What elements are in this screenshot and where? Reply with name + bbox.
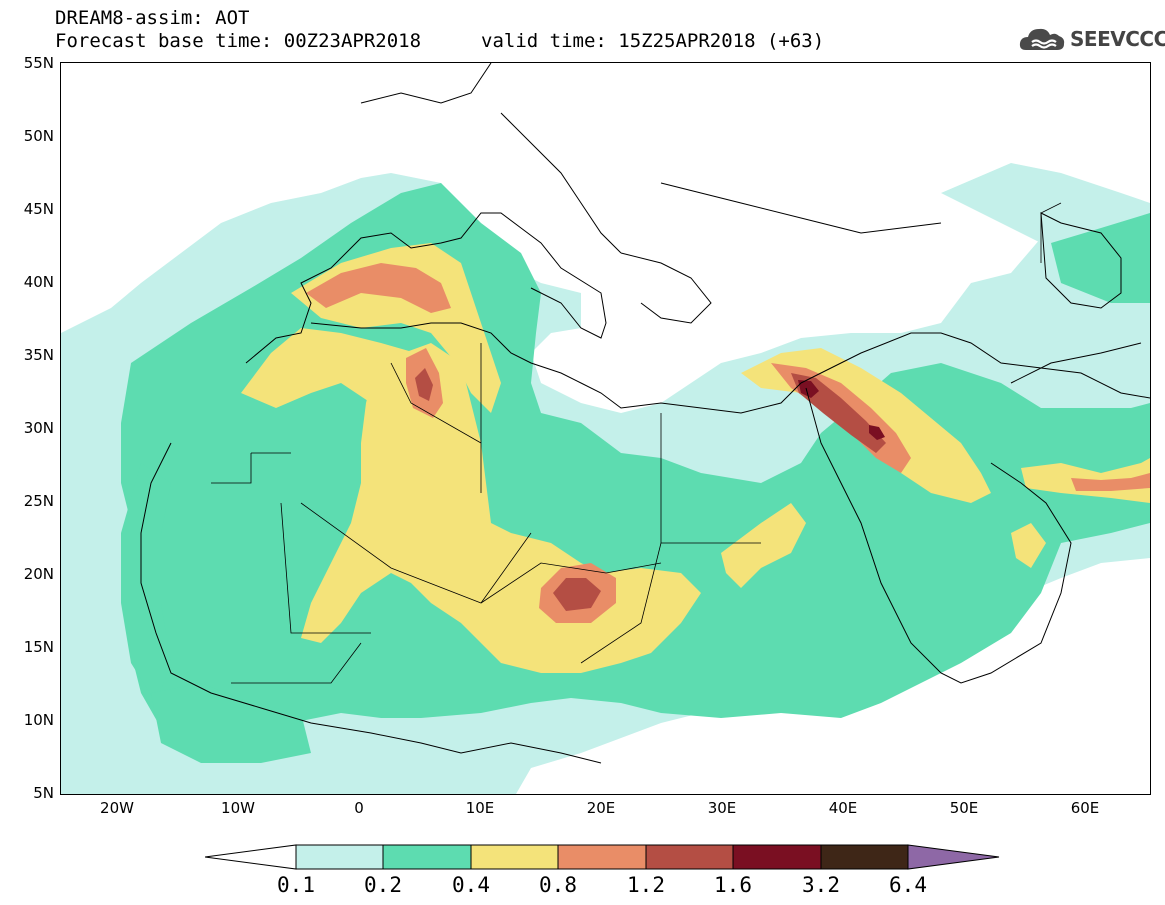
map-title: DREAM8-assim: AOT: [55, 7, 250, 29]
lat-label-20n: 20N: [23, 565, 54, 583]
logo-text: SEEVCCC: [1070, 27, 1165, 51]
lon-label-40e: 40E: [828, 799, 858, 817]
coastlines: [140, 63, 1150, 764]
aot-contour-0.2-guinea: [151, 683, 311, 763]
colorbar-below: [205, 844, 297, 870]
aot-contour-0.2-west-coast: [121, 463, 171, 703]
aot-contour-0.8-iberia: [306, 263, 451, 313]
aot-colorbar: [205, 844, 1000, 870]
colorbar-label-0.1: 0.1: [277, 873, 315, 897]
aot-map: [60, 62, 1151, 795]
map-canvas: [61, 63, 1150, 794]
lon-label-20w: 20W: [100, 799, 134, 817]
lon-label-0: 0: [354, 799, 364, 817]
cloud-icon: [1019, 28, 1065, 50]
aot-contour-1.6-iraq: [798, 380, 819, 398]
lat-label-5n: 5N: [33, 784, 54, 802]
lat-label-50n: 50N: [23, 127, 54, 145]
colorbar-bin-1.2: [645, 844, 734, 870]
aot-contour-0.4-nile: [721, 503, 806, 588]
country-borders: [211, 202, 1062, 684]
seevccc-logo: SEEVCCC: [1018, 22, 1165, 56]
colorbar-label-6.4: 6.4: [889, 873, 927, 897]
forecast-base-time: Forecast base time: 00Z23APR2018: [55, 30, 422, 52]
colorbar-bin-0.2: [382, 844, 472, 870]
colorbar-bin-3.2: [820, 844, 909, 870]
lat-label-40n: 40N: [23, 273, 54, 291]
lon-label-50e: 50E: [949, 799, 979, 817]
lat-label-55n: 55N: [23, 54, 54, 72]
colorbar-above: [907, 844, 1000, 870]
aot-contour-0.4-oman: [1011, 523, 1046, 568]
aot-contour-0.8-gulf: [1071, 473, 1150, 491]
colorbar-bin-0.1: [295, 844, 384, 870]
lat-label-25n: 25N: [23, 492, 54, 510]
aot-contour-1.2-chad: [553, 578, 601, 611]
colorbar-bin-1.6: [732, 844, 822, 870]
colorbar-label-0.8: 0.8: [539, 873, 577, 897]
lon-label-10e: 10E: [465, 799, 495, 817]
lon-label-30e: 30E: [707, 799, 737, 817]
lon-label-60e: 60E: [1070, 799, 1100, 817]
aot-contour-1.2-algeria: [415, 368, 433, 401]
lat-label-30n: 30N: [23, 419, 54, 437]
colorbar-label-3.2: 3.2: [802, 873, 840, 897]
lat-label-15n: 15N: [23, 638, 54, 656]
colorbar-label-0.4: 0.4: [452, 873, 490, 897]
lat-label-10n: 10N: [23, 711, 54, 729]
lon-label-10w: 10W: [221, 799, 255, 817]
colorbar-label-1.6: 1.6: [714, 873, 752, 897]
aot-contour-1.6-saudi: [869, 425, 885, 440]
aot-contour-0.2-caspian: [1051, 213, 1150, 303]
colorbar-label-1.2: 1.2: [627, 873, 665, 897]
valid-time: valid time: 15Z25APR2018 (+63): [481, 30, 825, 52]
lat-label-35n: 35N: [23, 346, 54, 364]
lon-label-20e: 20E: [586, 799, 616, 817]
colorbar-bin-0.8: [557, 844, 647, 870]
lat-label-45n: 45N: [23, 200, 54, 218]
colorbar-bin-0.4: [470, 844, 559, 870]
colorbar-label-0.2: 0.2: [364, 873, 402, 897]
